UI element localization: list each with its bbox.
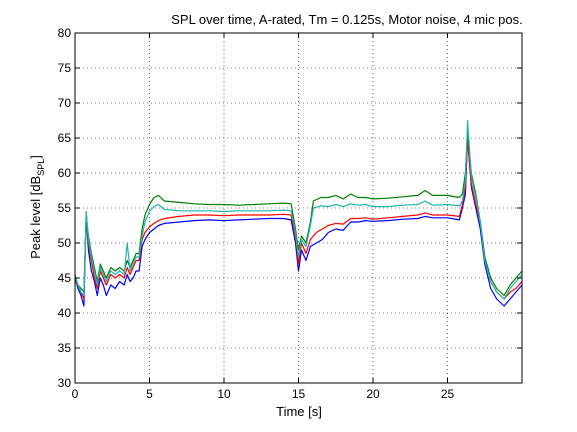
- y-tick-label: 35: [58, 341, 72, 355]
- x-tick-label: 0: [72, 387, 79, 401]
- chart-title: SPL over time, A-rated, Tm = 0.125s, Mot…: [171, 12, 523, 27]
- y-tick-label: 40: [58, 306, 72, 320]
- series-line-2: [74, 137, 523, 300]
- y-tick-label: 55: [58, 201, 72, 215]
- y-tick-label: 80: [58, 26, 72, 40]
- y-axis-label-main: Peak level [dB: [28, 176, 43, 259]
- series-line-4: [74, 119, 523, 300]
- y-axis-label-end: ]: [28, 155, 43, 159]
- y-tick-label: 65: [58, 131, 72, 145]
- x-tick-label: 10: [217, 387, 231, 401]
- series-line-1: [74, 137, 523, 307]
- x-tick-label: 15: [292, 387, 306, 401]
- y-tick-label: 45: [58, 271, 72, 285]
- y-tick-label: 70: [58, 96, 72, 110]
- x-axis-label: Time [s]: [276, 404, 322, 419]
- x-tick-label: 25: [441, 387, 455, 401]
- y-axis-label: Peak level [dBSPL]: [28, 155, 46, 259]
- y-tick-label: 60: [58, 166, 72, 180]
- x-tick-label: 5: [146, 387, 153, 401]
- x-tick-label: 20: [366, 387, 380, 401]
- y-axis-label-subscript: SPL: [36, 159, 46, 176]
- series-line-3: [74, 130, 523, 297]
- y-tick-label: 50: [58, 236, 72, 250]
- y-tick-label: 30: [58, 376, 72, 390]
- y-tick-label: 75: [58, 61, 72, 75]
